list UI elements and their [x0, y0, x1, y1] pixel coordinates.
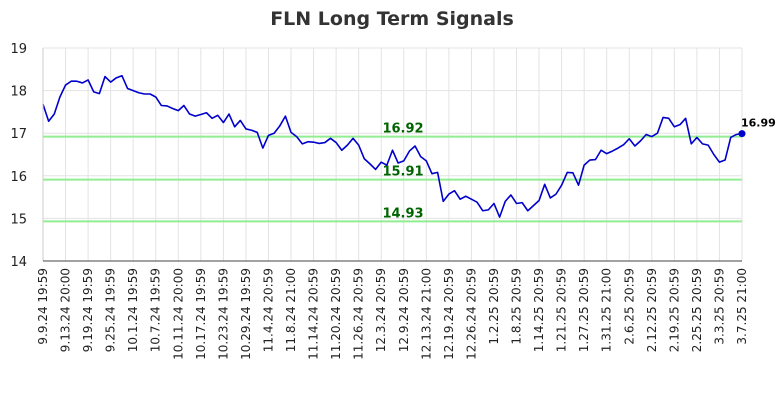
x-tick-label: 11.26.24 20:59: [352, 268, 366, 360]
y-axis: 14 15 16 17 18 19: [10, 42, 44, 270]
x-tick-label: 10.23.24 19:59: [216, 268, 230, 360]
signal-label: 14.93: [382, 206, 423, 221]
x-tick-label: 10.29.24 19:59: [239, 268, 253, 360]
x-tick-label: 11.14.24 20:59: [307, 268, 321, 360]
signal-label: 15.91: [382, 165, 423, 180]
x-tick-label: 9.19.24 19:59: [81, 268, 95, 352]
last-value-label: 16.99: [741, 117, 776, 130]
x-tick-label: 1.27.25 20:59: [577, 268, 591, 352]
x-tick-label: 10.17.24 19:59: [194, 268, 208, 360]
x-tick-label: 9.9.24 19:59: [36, 268, 50, 345]
x-tick-label: 12.19.24 20:59: [442, 268, 456, 360]
y-tick-label: 17: [10, 127, 27, 142]
x-tick-label: 12.9.24 20:59: [397, 268, 411, 352]
x-tick-label: 10.1.24 19:59: [126, 268, 140, 352]
x-tick-label: 1.21.25 20:59: [555, 268, 569, 352]
signal-label: 16.92: [382, 122, 423, 137]
x-tick-label: 12.3.24 20:59: [374, 268, 388, 352]
y-tick-label: 16: [10, 170, 27, 185]
x-tick-label: 1.8.25 20:59: [510, 268, 524, 345]
x-tick-label: 3.3.25 20:59: [712, 268, 726, 345]
x-tick-label: 11.20.24 20:59: [329, 268, 343, 360]
x-tick-label: 9.25.24 19:59: [104, 268, 118, 352]
x-tick-label: 10.7.24 19:59: [149, 268, 163, 352]
x-tick-label: 1.31.25 21:00: [600, 268, 614, 352]
last-point-marker: [738, 130, 746, 138]
signal-lines: 16.92 15.91 14.93: [43, 122, 742, 223]
y-tick-label: 15: [10, 212, 27, 227]
chart-title: FLN Long Term Signals: [270, 8, 514, 30]
y-tick-label: 14: [10, 255, 27, 270]
x-tick-label: 11.4.24 20:59: [261, 268, 275, 352]
x-tick-label: 12.26.24 20:59: [464, 268, 478, 360]
last-value: 16.99: [738, 117, 776, 138]
x-tick-label: 2.25.25 20:59: [690, 268, 704, 352]
price-series: [42, 74, 743, 218]
x-tick-label: 10.11.24 20:00: [171, 268, 185, 360]
x-tick-label: 2.12.25 20:59: [645, 268, 659, 352]
grid: [42, 47, 743, 262]
price-line: [42, 74, 743, 218]
x-tick-label: 2.19.25 20:59: [667, 268, 681, 352]
x-tick-label: 9.13.24 20:00: [59, 268, 73, 352]
x-tick-label: 2.6.25 20:59: [622, 268, 636, 345]
x-tick-label: 12.13.24 21:00: [419, 268, 433, 360]
x-tick-label: 3.7.25 21:00: [735, 268, 749, 345]
x-tick-label: 1.14.25 20:59: [532, 268, 546, 352]
y-tick-label: 18: [10, 85, 27, 100]
y-tick-label: 19: [10, 42, 27, 57]
x-tick-label: 1.2.25 20:59: [487, 268, 501, 345]
x-tick-label: 11.8.24 21:00: [284, 268, 298, 352]
x-axis: 9.9.24 19:59 9.13.24 20:00 9.19.24 19:59 9.…: [36, 260, 749, 360]
